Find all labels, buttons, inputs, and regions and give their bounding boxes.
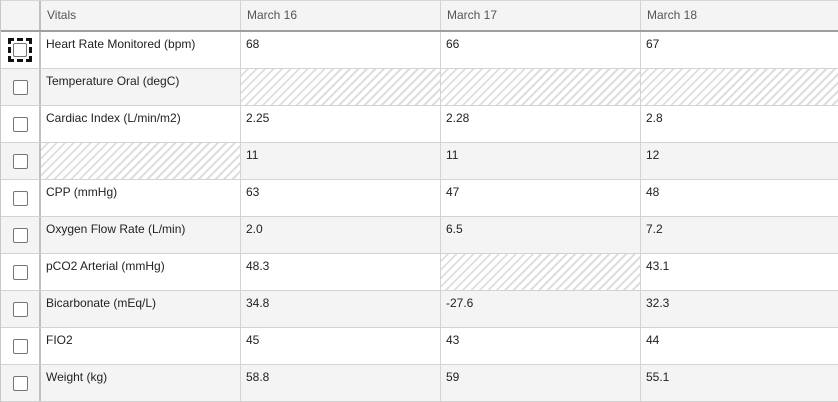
value-cell[interactable]: 2.25: [241, 106, 441, 142]
vital-name-cell[interactable]: Bicarbonate (mEq/L): [41, 291, 241, 327]
value-cell[interactable]: 45: [241, 328, 441, 364]
value-cell[interactable]: 2.28: [441, 106, 641, 142]
row-select-cell: [1, 328, 41, 364]
table-row: Oxygen Flow Rate (L/min) 2.0 6.5 7.2: [1, 217, 838, 254]
empty-value-cell[interactable]: [441, 254, 641, 290]
empty-vital-name-cell[interactable]: [41, 143, 241, 179]
row-select-cell: [1, 291, 41, 327]
table-header-row: Vitals March 16 March 17 March 18: [1, 0, 838, 32]
table-row: pCO2 Arterial (mmHg) 48.3 43.1: [1, 254, 838, 291]
value-cell[interactable]: 2.8: [646, 111, 663, 125]
table-row: 11 11 12: [1, 143, 838, 180]
vital-name-cell[interactable]: Temperature Oral (degC): [41, 69, 241, 105]
value-cell[interactable]: 12: [646, 148, 660, 162]
row-checkbox[interactable]: [12, 116, 28, 132]
table-row: Heart Rate Monitored (bpm) 68 66 67: [1, 32, 838, 69]
row-checkbox[interactable]: [12, 190, 28, 206]
vital-name-cell[interactable]: Cardiac Index (L/min/m2): [41, 106, 241, 142]
value-cell[interactable]: 34.8: [241, 291, 441, 327]
value-cell[interactable]: 2.0: [241, 217, 441, 253]
value-cell[interactable]: 43.1: [646, 259, 670, 273]
value-cell[interactable]: 55.1: [646, 370, 670, 384]
column-header-vitals[interactable]: Vitals: [41, 1, 241, 30]
value-cell[interactable]: 7.2: [646, 222, 663, 236]
row-select-cell: [1, 254, 41, 290]
table-row: CPP (mmHg) 63 47 48: [1, 180, 838, 217]
table-row: Cardiac Index (L/min/m2) 2.25 2.28 2.8: [1, 106, 838, 143]
focused-checkbox-outline: [8, 38, 32, 62]
column-header-date[interactable]: March 18: [647, 8, 698, 22]
value-cell[interactable]: 68: [241, 32, 441, 68]
select-column-header: [1, 1, 41, 30]
value-cell[interactable]: 67: [646, 37, 660, 51]
table-row: Temperature Oral (degC): [1, 69, 838, 106]
row-checkbox[interactable]: [12, 338, 28, 354]
row-checkbox[interactable]: [12, 227, 28, 243]
table-row: Bicarbonate (mEq/L) 34.8 -27.6 32.3: [1, 291, 838, 328]
vital-name-cell[interactable]: Weight (kg): [41, 365, 241, 401]
value-cell[interactable]: 59: [441, 365, 641, 401]
value-cell[interactable]: 63: [241, 180, 441, 216]
value-cell[interactable]: 6.5: [441, 217, 641, 253]
vital-name-cell[interactable]: FIO2: [41, 328, 241, 364]
row-checkbox[interactable]: [12, 153, 28, 169]
value-cell[interactable]: 32.3: [646, 296, 670, 310]
vital-name-cell[interactable]: pCO2 Arterial (mmHg): [41, 254, 241, 290]
row-select-cell: [1, 32, 41, 68]
value-cell[interactable]: 11: [441, 143, 641, 179]
row-select-cell: [1, 143, 41, 179]
row-select-cell: [1, 365, 41, 401]
row-select-cell: [1, 217, 41, 253]
row-checkbox[interactable]: [12, 375, 28, 391]
row-checkbox[interactable]: [12, 79, 28, 95]
column-header-date[interactable]: March 17: [441, 1, 641, 30]
row-checkbox[interactable]: [12, 264, 28, 280]
value-cell[interactable]: 11: [241, 143, 441, 179]
row-select-cell: [1, 69, 41, 105]
vital-name-cell[interactable]: CPP (mmHg): [41, 180, 241, 216]
value-cell[interactable]: 47: [441, 180, 641, 216]
vital-name-cell[interactable]: Oxygen Flow Rate (L/min): [41, 217, 241, 253]
row-checkbox[interactable]: [13, 43, 27, 57]
vital-name-cell[interactable]: Heart Rate Monitored (bpm): [41, 32, 241, 68]
table-row: Weight (kg) 58.8 59 55.1: [1, 365, 838, 402]
row-checkbox[interactable]: [12, 301, 28, 317]
empty-value-cell[interactable]: [441, 69, 641, 105]
empty-value-cell[interactable]: [641, 69, 838, 105]
table-row: FIO2 45 43 44: [1, 328, 838, 365]
value-cell[interactable]: 44: [646, 333, 660, 347]
value-cell[interactable]: -27.6: [441, 291, 641, 327]
value-cell[interactable]: 58.8: [241, 365, 441, 401]
value-cell[interactable]: 43: [441, 328, 641, 364]
empty-value-cell[interactable]: [241, 69, 441, 105]
row-select-cell: [1, 180, 41, 216]
value-cell[interactable]: 48.3: [241, 254, 441, 290]
value-cell[interactable]: 48: [646, 185, 660, 199]
column-header-date[interactable]: March 16: [241, 1, 441, 30]
row-select-cell: [1, 106, 41, 142]
value-cell[interactable]: 66: [441, 32, 641, 68]
